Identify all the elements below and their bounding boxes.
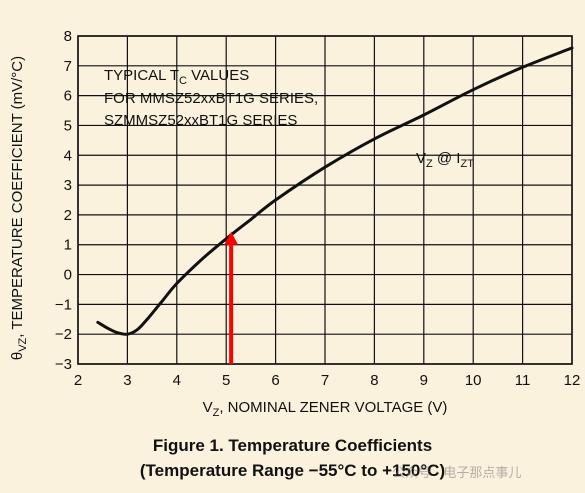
x-tick-label-2: 2: [74, 372, 82, 389]
y-tick-label-3: 3: [64, 177, 72, 194]
x-axis-title: VZ, NOMINAL ZENER VOLTAGE (V): [203, 399, 448, 419]
annotations: TYPICAL TC VALUES FOR MMSZ52xxBT1G SERIES…: [104, 67, 474, 170]
x-tick-label-5: 5: [222, 372, 230, 389]
figure-caption-title: Figure 1. Temperature Coefficients: [152, 436, 433, 455]
x-tick-label-6: 6: [271, 372, 279, 389]
axis-titles: VZ, NOMINAL ZENER VOLTAGE (V) θVZ, TEMPER…: [9, 56, 447, 419]
y-tick-label--3: −3: [55, 356, 72, 373]
series-label: VZ @ IZT: [416, 150, 474, 170]
y-tick-label-1: 1: [64, 237, 72, 254]
annotation-line-1: TYPICAL TC VALUES: [104, 67, 249, 87]
annotation-line-2: FOR MMSZ52xxBT1G SERIES,: [104, 90, 318, 107]
grid: [77, 35, 573, 365]
y-tick-label-5: 5: [64, 117, 72, 134]
x-tick-label-12: 12: [564, 372, 581, 389]
x-tick-label-8: 8: [370, 372, 378, 389]
watermark: 公众号 · 电子那点事儿: [392, 466, 522, 481]
y-axis-title: θVZ, TEMPERATURE COEFFICIENT (mV/°C): [9, 56, 29, 360]
plot-frame: [77, 35, 573, 365]
marker-arrow-head: [224, 231, 239, 245]
y-tick-label-4: 4: [64, 147, 72, 164]
curve-layer: [96, 46, 574, 336]
figure-caption-subtitle: (Temperature Range −55°C to +150°C): [139, 461, 446, 480]
x-tick-label-11: 11: [515, 372, 531, 389]
series-line-vz-izt: [96, 46, 574, 336]
marker-layer: [224, 231, 239, 364]
y-tick-label--2: −2: [55, 326, 72, 343]
y-tick-label-8: 8: [64, 28, 72, 45]
y-tick-label-7: 7: [64, 58, 72, 75]
y-tick-label-2: 2: [64, 207, 72, 224]
annotation-line-3: SZMMSZ52xxBT1G SERIES: [104, 112, 297, 129]
x-tick-label-7: 7: [321, 372, 329, 389]
x-tick-label-3: 3: [123, 372, 131, 389]
x-tick-label-10: 10: [465, 372, 482, 389]
y-tick-label-0: 0: [64, 267, 72, 284]
x-tick-label-9: 9: [420, 372, 428, 389]
y-tick-label--1: −1: [55, 296, 72, 313]
x-tick-label-4: 4: [173, 372, 181, 389]
y-tick-label-6: 6: [64, 88, 72, 105]
